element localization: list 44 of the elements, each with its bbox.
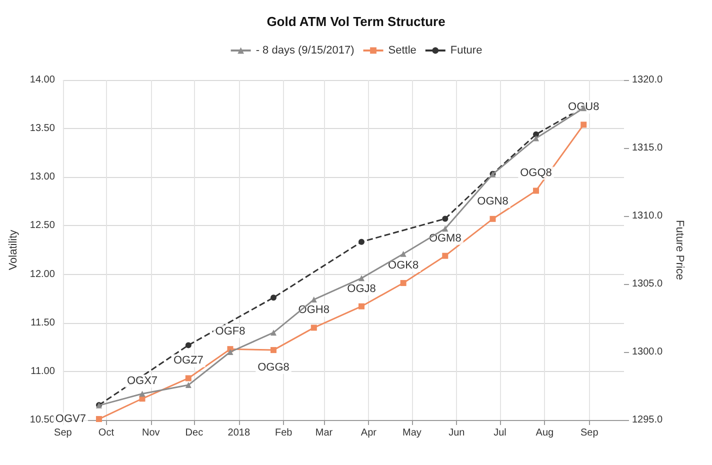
y2-axis-title: Future Price xyxy=(674,220,686,280)
x-tick-label: Aug xyxy=(536,428,554,438)
x-tick-label: Sep xyxy=(580,428,599,438)
y-tick-label: 12.00 xyxy=(30,268,56,280)
y-tick-label: 10.50 xyxy=(30,414,56,426)
x-tick-label: 2018 xyxy=(228,428,250,438)
data-label: OGJ8 xyxy=(347,282,376,295)
data-label: OGF8 xyxy=(215,326,246,338)
data-label: OGG8 xyxy=(258,362,290,374)
y2-tick-label: 1310.0 xyxy=(632,210,664,222)
x-tick-label: Mar xyxy=(315,428,334,438)
data-label: OGZ7 xyxy=(173,354,204,367)
data-label: OGV7 xyxy=(55,413,86,426)
x-tick-label: Sep xyxy=(54,428,72,438)
y2-tick-label: 1305.0 xyxy=(632,278,664,290)
y-axis-title: Volatility xyxy=(8,229,20,270)
data-label: OGM8 xyxy=(428,232,462,244)
y2-tick-label: 1295.0 xyxy=(632,414,664,426)
y-tick-label: 11.00 xyxy=(30,366,56,377)
legend-label: - 8 days (9/15/2017) xyxy=(256,44,354,56)
x-tick-label: Nov xyxy=(142,428,160,438)
data-label: OGX7 xyxy=(126,375,158,388)
y2-tick-label: 1320.0 xyxy=(632,74,664,86)
x-tick-label: Dec xyxy=(185,428,204,438)
x-tick-label: May xyxy=(402,428,422,438)
data-label: OGN8 xyxy=(477,195,508,208)
legend-label: Settle xyxy=(388,44,416,56)
data-label: OGQ8 xyxy=(520,167,552,180)
x-tick-label: Apr xyxy=(360,428,378,438)
data-label: OGK8 xyxy=(388,260,419,272)
y-tick-label: 11.50 xyxy=(30,317,56,328)
data-label: OGH8 xyxy=(298,304,330,316)
chart-title: Gold ATM Vol Term Structure xyxy=(266,14,446,29)
y-tick-label: 14.00 xyxy=(30,74,56,86)
y-tick-label: 13.50 xyxy=(30,123,56,134)
y-tick-label: 13.00 xyxy=(30,172,56,183)
y-tick-label: 12.50 xyxy=(30,220,56,232)
y2-tick-label: 1315.0 xyxy=(632,142,664,154)
x-tick-label: Feb xyxy=(274,428,293,438)
x-tick-label: Oct xyxy=(98,428,114,438)
x-tick-label: Jun xyxy=(448,428,465,438)
x-tick-label: Jul xyxy=(494,428,506,438)
y2-tick-label: 1300.0 xyxy=(632,346,664,358)
legend-label: Future xyxy=(450,44,482,56)
